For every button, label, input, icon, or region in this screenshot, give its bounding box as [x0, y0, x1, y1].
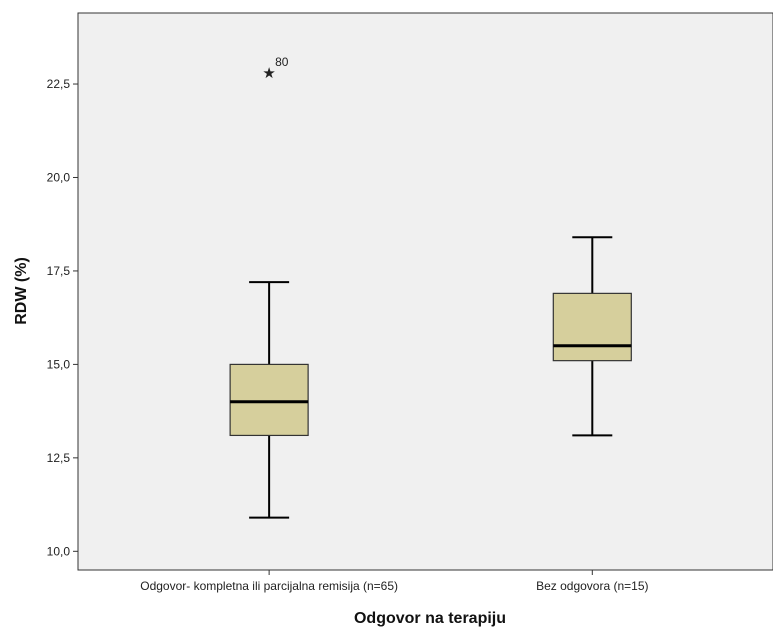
- y-tick-label: 12,5: [47, 451, 71, 465]
- y-tick-label: 15,0: [47, 357, 71, 371]
- x-axis-title: Odgovor na terapiju: [354, 610, 506, 627]
- y-tick-label: 10,0: [47, 544, 71, 558]
- boxes: ★80: [229, 55, 632, 519]
- x-tick-label: Bez odgovora (n=15): [536, 579, 648, 593]
- box-iqr: [552, 292, 632, 362]
- y-tick-label: 17,5: [47, 264, 71, 278]
- outlier-star-marker: ★: [262, 65, 275, 82]
- plot-area: [77, 12, 773, 571]
- box-iqr: [229, 363, 309, 437]
- outlier-label: 80: [275, 55, 289, 69]
- x-tick-label: Odgovor- kompletna ili parcijalna remisi…: [140, 579, 398, 593]
- y-tick-label: 20,0: [47, 170, 71, 184]
- y-axis: 10,0 12,5 15,0 17,5 20,0 22,5: [47, 77, 78, 558]
- box-group: [552, 236, 632, 437]
- y-axis-title: RDW (%): [13, 257, 30, 325]
- y-tick-label: 22,5: [47, 77, 71, 91]
- box-group: ★80: [229, 55, 309, 519]
- x-axis: Odgovor- kompletna ili parcijalna remisi…: [140, 570, 649, 593]
